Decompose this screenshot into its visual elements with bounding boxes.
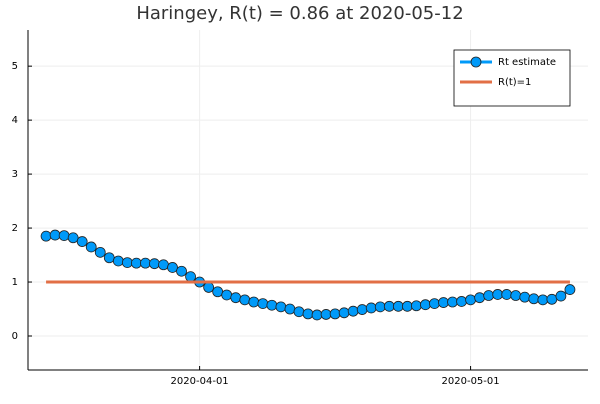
legend-label: Rt estimate <box>498 57 556 68</box>
point <box>519 291 531 303</box>
point <box>392 300 404 312</box>
point <box>320 309 332 320</box>
legend-box <box>453 49 571 107</box>
point <box>438 297 449 308</box>
point <box>546 293 558 305</box>
point <box>140 257 151 269</box>
legend-label: R(t)=1 <box>498 77 531 88</box>
point <box>329 308 341 320</box>
x-tick-label: 2020-04-01 <box>171 376 229 387</box>
point <box>239 294 251 306</box>
point <box>555 290 567 302</box>
y-tick-label: 5 <box>12 61 18 72</box>
point <box>40 230 52 242</box>
y-tick-label: 0 <box>12 331 18 342</box>
point <box>212 286 224 298</box>
point <box>528 293 540 305</box>
point <box>275 301 287 313</box>
point <box>447 296 458 308</box>
point <box>112 255 124 267</box>
point <box>510 290 522 301</box>
x-tick-label: 2020-05-01 <box>442 376 500 387</box>
point <box>429 298 440 310</box>
point <box>58 230 70 242</box>
point <box>420 299 431 311</box>
point <box>293 306 305 318</box>
point <box>564 284 576 295</box>
point <box>347 305 359 317</box>
point <box>410 300 422 312</box>
series-line <box>45 233 571 317</box>
y-tick-label: 1 <box>12 277 18 288</box>
point <box>383 300 395 312</box>
point <box>266 299 278 311</box>
point <box>501 289 513 300</box>
point <box>85 241 97 253</box>
point <box>365 302 377 314</box>
point <box>167 262 178 273</box>
point <box>492 289 504 300</box>
point <box>67 232 79 244</box>
chart-title: Haringey, R(t) = 0.86 at 2020-05-12 <box>136 3 463 24</box>
point <box>302 308 314 320</box>
point <box>284 303 296 315</box>
legend-marker <box>470 56 482 68</box>
point <box>94 246 106 258</box>
point <box>185 271 196 283</box>
point <box>230 292 242 304</box>
point <box>257 298 269 310</box>
point <box>401 300 413 312</box>
point <box>356 304 368 315</box>
point <box>221 289 233 301</box>
point <box>149 258 160 270</box>
y-tick-label: 4 <box>12 115 18 126</box>
point <box>465 294 476 306</box>
point <box>311 309 323 321</box>
point <box>49 229 61 241</box>
point <box>338 307 350 319</box>
point <box>176 265 187 277</box>
point <box>374 301 386 313</box>
point <box>483 290 495 301</box>
point <box>121 257 133 269</box>
point <box>203 282 215 293</box>
point <box>103 252 115 264</box>
point <box>537 294 549 306</box>
point <box>248 296 260 308</box>
y-tick-label: 3 <box>12 169 18 180</box>
y-tick-label: 2 <box>12 223 18 234</box>
point <box>158 259 169 271</box>
point <box>130 257 142 269</box>
point <box>474 292 486 304</box>
point <box>76 236 88 247</box>
point <box>456 296 467 307</box>
